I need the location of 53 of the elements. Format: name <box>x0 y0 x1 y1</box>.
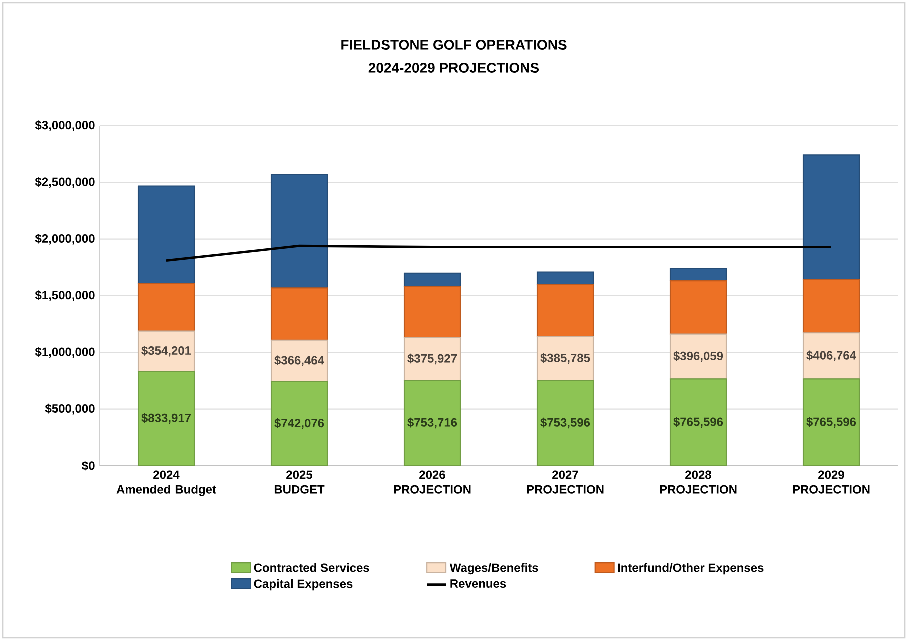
legend-label: Interfund/Other Expenses <box>618 563 764 575</box>
bar <box>536 336 594 382</box>
x-tick-label: 2024 Amended Budget <box>116 470 216 496</box>
bar <box>802 154 860 280</box>
legend-label: Contracted Services <box>254 563 370 572</box>
data-label: $765,596 <box>806 417 856 428</box>
data-label: $742,076 <box>274 418 324 430</box>
y-tick-label: $1,000,000 <box>35 347 95 358</box>
y-tick-label: $2,500,000 <box>35 177 95 188</box>
legend-label: Revenues <box>450 580 506 588</box>
x-tick-label: 2026 PROJECTION <box>394 470 471 494</box>
bar <box>270 288 328 341</box>
bar <box>536 272 594 286</box>
data-label: $753,596 <box>540 418 590 429</box>
bar <box>802 279 860 334</box>
y-tick-label: $2,000,000 <box>35 234 95 245</box>
bar <box>536 380 594 466</box>
bar <box>802 378 860 466</box>
data-label: $833,917 <box>142 413 191 424</box>
x-tick-label: 2027 PROJECTION <box>527 470 604 494</box>
y-tick-label: $1,500,000 <box>35 290 95 302</box>
data-label: $354,201 <box>142 346 192 357</box>
chart-title: FIELDSTONE GOLF OPERATIONS <box>342 40 567 50</box>
chart-subtitle: 2024-2029 PROJECTIONS <box>368 63 540 73</box>
bar <box>138 283 196 332</box>
data-label: $406,764 <box>806 350 856 362</box>
data-label: $385,785 <box>540 353 590 364</box>
bar <box>536 284 594 338</box>
y-tick-label: $3,000,000 <box>35 120 95 132</box>
bar <box>404 380 462 466</box>
bar <box>670 280 728 335</box>
data-label: $396,059 <box>674 351 724 362</box>
bar <box>404 337 462 382</box>
bar <box>404 272 462 288</box>
bar <box>404 286 462 338</box>
legend-label: Wages/Benefits <box>450 563 538 575</box>
x-tick-label: 2029 PROJECTION <box>793 470 870 494</box>
bar <box>802 332 860 380</box>
y-tick-label: $0 <box>82 461 95 471</box>
x-tick-label: 2028 PROJECTION <box>660 470 737 494</box>
data-label: $375,927 <box>408 354 457 365</box>
bar <box>670 378 728 466</box>
data-label: $366,464 <box>274 356 324 367</box>
bar <box>670 268 728 282</box>
y-tick-label: $500,000 <box>45 404 95 415</box>
data-label: $765,596 <box>674 417 724 428</box>
bar <box>138 186 196 284</box>
legend-label: Capital Expenses <box>254 579 353 591</box>
x-tick-label: 2025 BUDGET <box>274 470 325 494</box>
bar <box>138 370 196 466</box>
bar <box>270 381 328 466</box>
data-label: $753,716 <box>408 418 458 429</box>
bar <box>270 174 328 289</box>
